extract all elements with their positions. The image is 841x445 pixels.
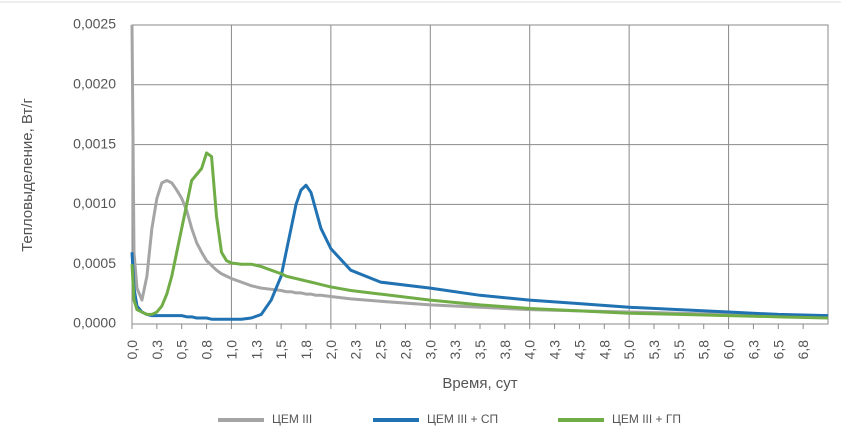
y-tick-label: 0,0005: [73, 255, 116, 271]
x-tick-label: 0,5: [174, 340, 190, 360]
x-tick-label: 1,8: [298, 340, 314, 360]
legend-label: ЦЕМ III + СП: [427, 412, 498, 426]
legend-label: ЦЕМ III: [272, 412, 312, 426]
series-line: [130, 183, 829, 321]
x-tick-label: 6,8: [795, 340, 811, 360]
x-tick-label: 4,3: [547, 340, 563, 360]
y-tick-label: 0,0025: [73, 16, 116, 32]
x-tick-label: 5,3: [646, 340, 662, 360]
series-line: [130, 24, 829, 319]
series-line: [130, 151, 829, 320]
x-tick-label: 0,0: [124, 340, 140, 360]
x-tick-label: 2,5: [373, 340, 389, 360]
y-axis-title: Тепловыделение, Вт/г: [19, 98, 36, 252]
x-tick-label: 5,5: [671, 340, 687, 360]
x-tick-label: 0,8: [199, 340, 215, 360]
y-tick-label: 0,0015: [73, 135, 116, 151]
x-tick-label: 2,0: [323, 340, 339, 360]
x-tick-label: 6,3: [745, 340, 761, 360]
legend-label: ЦЕМ III + ГП: [612, 412, 681, 426]
x-axis-title: Время, сут: [442, 375, 517, 392]
x-tick-label: 1,5: [273, 340, 289, 360]
x-tick-label: 2,8: [397, 340, 413, 360]
x-tick-label: 0,3: [149, 340, 165, 360]
x-tick-label: 1,3: [248, 340, 264, 360]
x-tick-label: 3,0: [422, 340, 438, 360]
x-tick-label: 5,0: [621, 340, 637, 360]
x-tick-label: 3,5: [472, 340, 488, 360]
x-tick-label: 6,0: [721, 340, 737, 360]
x-tick-label: 2,3: [348, 340, 364, 360]
y-tick-label: 0,0020: [73, 76, 116, 92]
y-tick-label: 0,0010: [73, 195, 116, 211]
x-tick-label: 4,0: [522, 340, 538, 360]
x-tick-label: 3,3: [447, 340, 463, 360]
x-tick-label: 1,0: [223, 340, 239, 360]
x-tick-label: 6,5: [770, 340, 786, 360]
x-tick-label: 4,5: [571, 340, 587, 360]
y-tick-label: 0,0000: [73, 315, 116, 331]
x-tick-label: 5,8: [696, 340, 712, 360]
x-tick-label: 4,8: [596, 340, 612, 360]
x-tick-label: 3,8: [497, 340, 513, 360]
